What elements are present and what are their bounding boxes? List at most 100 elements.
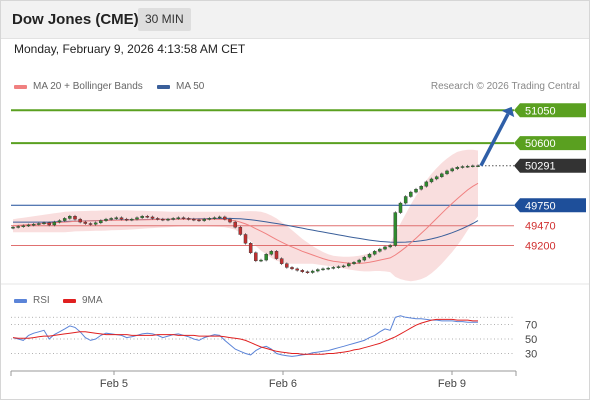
ma20-swatch xyxy=(14,84,27,89)
candle-body xyxy=(455,167,460,169)
rsi-swatch xyxy=(14,298,27,303)
forecast-arrow-head xyxy=(501,106,515,118)
candle-body xyxy=(357,259,361,263)
level-tag-51050 xyxy=(514,103,586,118)
candle-body xyxy=(37,223,41,225)
time-label-Feb-6: Feb 6 xyxy=(269,378,297,390)
candle-body xyxy=(119,217,124,220)
candle-body xyxy=(93,222,98,225)
candle-body xyxy=(445,170,449,175)
candle-body xyxy=(78,218,82,223)
candle-body xyxy=(341,265,346,268)
candle-body xyxy=(31,224,36,226)
candle-body xyxy=(440,173,444,177)
rsi-ma-line xyxy=(12,318,478,355)
ma20-line xyxy=(12,182,479,264)
level-label-50600: 50600 xyxy=(525,138,556,150)
ma50-label: MA 50 xyxy=(176,81,205,92)
candle-body xyxy=(155,218,160,220)
time-label-Feb-5: Feb 5 xyxy=(100,378,128,390)
candle-body xyxy=(388,245,392,248)
candle-body xyxy=(290,267,294,270)
candle-body xyxy=(372,251,377,255)
candle-body xyxy=(310,270,315,273)
copyright-text: Research © 2026 Trading Central xyxy=(430,81,580,92)
candle-body xyxy=(140,216,144,218)
candle-body xyxy=(130,218,134,221)
instrument-title: Dow Jones (CME) xyxy=(12,11,139,28)
candle-body xyxy=(202,218,206,221)
candle-body xyxy=(285,263,289,268)
candle-body xyxy=(161,218,165,221)
candle-body xyxy=(42,222,46,225)
candle-body xyxy=(347,263,351,267)
time-label-Feb-9: Feb 9 xyxy=(438,378,466,390)
ma50-swatch xyxy=(157,84,170,89)
candle-body xyxy=(73,216,77,220)
interval-button[interactable]: 30 MIN xyxy=(138,8,191,31)
candle-body xyxy=(217,216,222,219)
candle-body xyxy=(68,216,72,219)
candle-body xyxy=(223,216,227,220)
forecast-arrow-shaft xyxy=(479,113,510,167)
candle-body xyxy=(383,246,387,250)
legend-rsi-ma: 9MA xyxy=(63,295,103,306)
legend-ma20: MA 20 + Bollinger Bands xyxy=(14,81,143,92)
candle-body xyxy=(362,256,367,261)
legend-ma50: MA 50 xyxy=(157,81,204,92)
candle-body xyxy=(414,188,418,193)
candle-body xyxy=(176,217,181,219)
datetime-label: Monday, February 9, 2026 4:13:58 AM CET xyxy=(14,42,246,56)
candle-body xyxy=(336,266,341,268)
candle-body xyxy=(450,168,454,172)
rsi-label: RSI xyxy=(33,295,50,306)
candle-body xyxy=(171,218,175,220)
candle-body xyxy=(300,270,305,272)
level-tag-50600 xyxy=(514,136,586,151)
bollinger-band xyxy=(13,149,478,282)
rsi-tick-70: 70 xyxy=(525,320,537,332)
candle-body xyxy=(145,216,150,218)
candle-body xyxy=(114,217,119,219)
candle-body xyxy=(465,165,470,168)
candle-body xyxy=(316,269,320,272)
rsi-line xyxy=(12,315,478,357)
candle-body xyxy=(88,223,93,225)
candle-body xyxy=(166,218,170,221)
candle-body xyxy=(192,218,196,221)
candle-body xyxy=(109,218,113,220)
candle-body xyxy=(21,225,26,227)
candle-body xyxy=(269,251,274,255)
candle-body xyxy=(243,234,248,244)
candle-body xyxy=(326,267,330,270)
level-label-51050: 51050 xyxy=(525,105,556,117)
rsi-tick-50: 50 xyxy=(525,334,537,346)
candle-body xyxy=(238,226,243,235)
candle-body xyxy=(207,218,212,220)
candle-body xyxy=(429,178,434,183)
candle-body xyxy=(248,243,253,253)
candle-body xyxy=(419,186,423,190)
candle-body xyxy=(83,221,88,224)
candle-body xyxy=(186,218,191,220)
level-tag-49750 xyxy=(514,198,586,213)
candle-body xyxy=(233,221,237,228)
candle-body xyxy=(47,222,51,226)
legend-rsi: RSI xyxy=(14,295,50,306)
candle-body xyxy=(331,267,336,269)
candle-body xyxy=(16,226,20,228)
level-label-49750: 49750 xyxy=(525,200,556,212)
candle-body xyxy=(393,212,398,246)
candle-body xyxy=(135,217,139,220)
candle-body xyxy=(197,219,201,222)
candle-body xyxy=(26,224,31,227)
rsi-ma-label: 9MA xyxy=(82,295,103,306)
candle-body xyxy=(57,220,62,223)
header-bar: Dow Jones (CME) 30 MIN xyxy=(1,1,589,39)
level-label-49200: 49200 xyxy=(525,240,556,252)
candle-body xyxy=(476,165,480,167)
candle-body xyxy=(254,252,258,262)
candle-body xyxy=(150,216,155,219)
candle-body xyxy=(11,226,15,229)
